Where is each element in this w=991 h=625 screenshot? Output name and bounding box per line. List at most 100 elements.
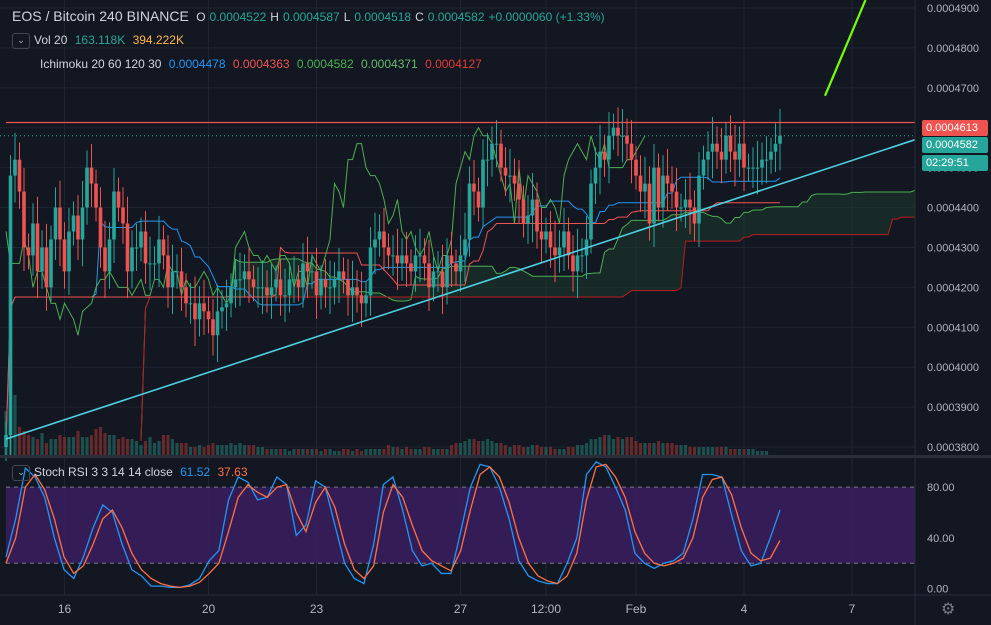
- resistance-price-tag: 0.0004613: [922, 120, 988, 136]
- volume-bar: [157, 441, 161, 455]
- candle-body: [26, 247, 31, 256]
- volume-bar: [206, 445, 211, 455]
- candle-body: [688, 199, 692, 208]
- volume-bar: [350, 451, 355, 455]
- candle-body: [386, 247, 391, 256]
- volume-bar: [391, 447, 395, 455]
- volume-bar: [526, 447, 530, 455]
- candle-body: [490, 143, 494, 160]
- candle-body: [395, 255, 400, 264]
- volume-bar: [481, 441, 485, 455]
- candle-body: [260, 287, 265, 289]
- time-tick-label: Feb: [626, 602, 647, 616]
- candle-body: [94, 183, 98, 208]
- candle-body: [445, 255, 449, 288]
- candle-body: [656, 167, 661, 208]
- chevron-down-icon[interactable]: ⌄: [12, 465, 30, 481]
- stoch-tick-label: 80.00: [927, 482, 955, 494]
- volume-bar: [395, 447, 400, 455]
- candle-body: [665, 175, 670, 184]
- candle-body: [611, 127, 616, 136]
- candle-body: [337, 271, 341, 280]
- stoch-tick-label: 40.00: [927, 533, 955, 545]
- candle-body: [139, 231, 143, 248]
- candle-body: [211, 319, 215, 336]
- candle-body: [440, 271, 445, 288]
- volume-bar: [98, 427, 103, 455]
- volume-bar: [400, 449, 404, 455]
- candle-body: [620, 135, 625, 137]
- volume-bar: [193, 447, 197, 455]
- gear-icon[interactable]: ⚙: [941, 601, 956, 618]
- candle-body: [544, 231, 548, 240]
- candle-body: [283, 295, 287, 297]
- candle-body: [179, 271, 184, 288]
- candle-body: [629, 143, 634, 160]
- time-tick-label: 7: [849, 602, 856, 616]
- volume-bar: [134, 441, 139, 455]
- candle-body: [49, 239, 53, 288]
- interval-label[interactable]: 240: [99, 8, 123, 24]
- volume-bar: [112, 435, 116, 455]
- candle-body: [427, 263, 431, 288]
- volume-bar: [764, 451, 769, 455]
- vol-name[interactable]: Vol 20: [34, 33, 68, 48]
- candle-body: [764, 159, 769, 161]
- volume-bar: [202, 447, 206, 455]
- candle-body: [121, 207, 125, 224]
- candle-body: [418, 255, 422, 257]
- price-tick-label: 0.0004300: [927, 242, 979, 254]
- volume-bar: [701, 447, 706, 455]
- volume-bar: [611, 439, 616, 455]
- volume-bars: [4, 395, 769, 455]
- stoch-d-value: 37.63: [217, 465, 248, 480]
- candle-body: [769, 151, 773, 160]
- candle-body: [674, 191, 679, 208]
- candles: [4, 107, 782, 461]
- volume-bar: [598, 437, 602, 455]
- time-tick-label: 16: [58, 602, 72, 616]
- candle-body: [175, 271, 179, 273]
- price-tick-label: 0.0004000: [927, 362, 979, 374]
- candle-body: [247, 271, 251, 280]
- volume-bar: [737, 449, 742, 455]
- chevron-down-icon[interactable]: ⌄: [12, 33, 30, 49]
- ichimoku-name[interactable]: Ichimoku 20 60 120 30: [40, 57, 162, 71]
- symbol-title[interactable]: EOS / Bitcoin: [12, 8, 96, 24]
- candle-body: [310, 271, 314, 273]
- candle-body: [22, 191, 26, 248]
- volume-bar: [715, 447, 719, 455]
- price-tick-label: 0.0004700: [927, 83, 979, 95]
- candle-body: [4, 435, 8, 448]
- volume-bar: [89, 435, 94, 455]
- volume-bar: [67, 437, 71, 455]
- candle-body: [652, 167, 656, 224]
- candle-body: [472, 183, 476, 192]
- volume-bar: [26, 435, 31, 455]
- candle-body: [197, 303, 202, 320]
- candle-body: [598, 151, 602, 168]
- stoch-name[interactable]: Stoch RSI 3 3 14 14 close: [34, 465, 173, 480]
- volume-bar: [593, 439, 598, 455]
- volume-bar: [589, 439, 593, 455]
- candle-body: [125, 223, 130, 272]
- volume-bar: [553, 449, 557, 455]
- candle-body: [152, 263, 157, 265]
- volume-bar: [679, 445, 683, 455]
- drawings[interactable]: [0, 0, 916, 440]
- volume-bar: [494, 443, 499, 455]
- candle-body: [238, 279, 242, 281]
- volume-bar: [427, 447, 431, 455]
- stoch-k-line: [5, 460, 781, 589]
- volume-bar: [422, 447, 427, 455]
- volume-bar: [287, 451, 292, 455]
- candle-body: [301, 263, 305, 288]
- candle-body: [409, 263, 413, 272]
- volume-bar: [454, 443, 458, 455]
- candle-body: [377, 231, 382, 240]
- volume-bar: [436, 449, 440, 455]
- candle-body: [143, 231, 148, 264]
- ichimoku-span-a: 0.0004371: [361, 57, 418, 71]
- candle-body: [436, 271, 440, 273]
